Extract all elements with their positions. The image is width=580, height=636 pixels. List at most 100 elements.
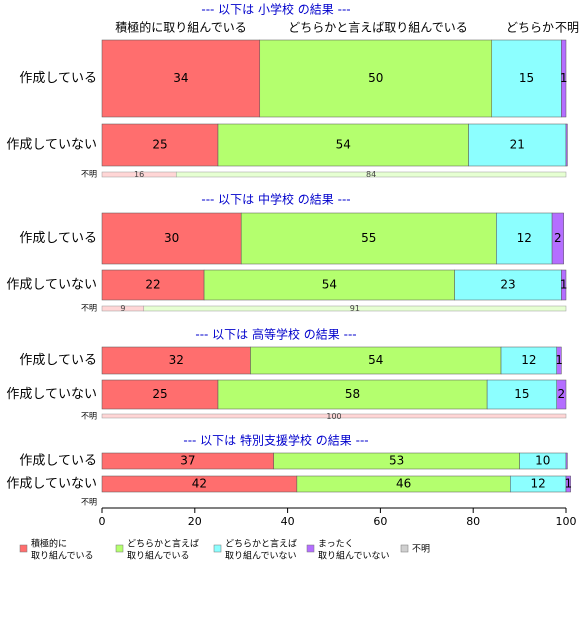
unknown-data-label: 16 — [134, 170, 144, 179]
panel-title: --- 以下は 高等学校 の結果 --- — [195, 327, 356, 342]
legend-label: 取り組んでいる — [31, 550, 94, 562]
data-label: 58 — [345, 387, 360, 401]
bar-segment — [565, 452, 568, 470]
panel-title: --- 以下は 特別支援学校 の結果 --- — [183, 433, 368, 448]
row-label: 作成していない — [6, 138, 97, 153]
bar-segment — [565, 475, 571, 493]
data-label: 2 — [558, 387, 566, 401]
data-label: 22 — [145, 278, 160, 292]
x-tick-label: 100 — [556, 515, 577, 528]
x-tick-label: 60 — [373, 515, 387, 528]
data-label: 25 — [152, 138, 167, 152]
data-label: 1 — [560, 278, 568, 292]
unknown-row-label: 不明 — [81, 412, 97, 421]
legend-swatch — [400, 544, 409, 553]
data-label: 54 — [336, 138, 351, 152]
data-label: 23 — [500, 278, 515, 292]
bar-segment — [468, 123, 567, 167]
data-label: 32 — [169, 353, 184, 367]
data-label: 37 — [180, 454, 195, 468]
data-label: 54 — [368, 353, 383, 367]
data-label: 50 — [368, 71, 383, 85]
legend-label: どちらかと言えば — [127, 538, 199, 550]
column-label: どちらかと言えば取り組んでいる — [288, 21, 467, 35]
column-label: どちらか — [506, 21, 554, 35]
bar-segment — [486, 379, 557, 410]
data-label: 1 — [560, 71, 568, 85]
bar-segment — [101, 123, 219, 167]
legend-label: どちらかと言えば — [225, 538, 297, 550]
unknown-data-label: 91 — [350, 304, 360, 313]
legend-label: 取り組んでいる — [127, 550, 190, 562]
unknown-row-label: 不明 — [81, 170, 97, 179]
data-label: 2 — [554, 231, 562, 245]
unknown-bar-segment — [175, 171, 567, 178]
data-label: 25 — [152, 387, 167, 401]
unknown-data-label: 100 — [326, 412, 341, 421]
legend-swatch — [19, 544, 28, 553]
data-label: 15 — [514, 387, 529, 401]
legend-label: 不明 — [412, 544, 430, 555]
bar-segment — [491, 39, 562, 118]
bar-segment — [561, 39, 567, 118]
data-label: 12 — [531, 477, 546, 491]
column-label: 不明 — [555, 21, 579, 35]
legend-swatch — [213, 544, 222, 553]
panel-title: --- 以下は 小学校 の結果 --- — [201, 2, 350, 17]
bar-segment — [259, 39, 493, 118]
row-label: 作成していない — [6, 387, 97, 402]
row-label: 作成している — [19, 353, 97, 368]
bar-segment — [101, 379, 219, 410]
data-label: 21 — [510, 138, 525, 152]
bar-segment — [250, 346, 502, 375]
data-label: 12 — [521, 353, 536, 367]
row-label: 作成している — [19, 231, 97, 246]
data-label: 53 — [389, 454, 404, 468]
row-label: 作成していない — [6, 278, 97, 293]
bar-segment — [556, 379, 567, 410]
legend-label: 積極的に — [31, 538, 67, 550]
legend-swatch — [306, 544, 315, 553]
data-label: 10 — [535, 454, 550, 468]
bar-segment — [454, 269, 562, 301]
legend-label: まったく — [318, 539, 354, 550]
bar-segment — [561, 269, 567, 301]
bar-segment — [203, 269, 455, 301]
data-label: 30 — [164, 231, 179, 245]
bar-segment — [217, 123, 469, 167]
x-tick-label: 0 — [99, 515, 106, 528]
bar-segment — [101, 39, 261, 118]
bar-segment — [101, 346, 251, 375]
data-label: 12 — [517, 231, 532, 245]
data-label: 15 — [519, 71, 534, 85]
bar-segment — [101, 269, 205, 301]
bar-segment — [101, 212, 242, 265]
x-tick-label: 80 — [466, 515, 480, 528]
data-label: 1 — [555, 353, 563, 367]
column-label: 積極的に取り組んでいる — [115, 20, 246, 35]
unknown-data-label: 9 — [120, 304, 125, 313]
row-label: 作成している — [19, 71, 97, 86]
unknown-row-label: 不明 — [81, 304, 97, 313]
unknown-bar-segment — [101, 413, 567, 419]
unknown-bar-segment — [143, 305, 567, 312]
bar-segment — [500, 346, 557, 375]
data-label: 46 — [396, 477, 411, 491]
row-label: 作成している — [19, 454, 97, 469]
bar-segment — [556, 346, 562, 375]
data-label: 1 — [564, 477, 572, 491]
row-label: 作成していない — [6, 477, 97, 492]
bar-segment — [217, 379, 488, 410]
bar-segment — [551, 212, 564, 265]
unknown-row-label: 不明 — [81, 498, 97, 507]
bar-segment — [496, 212, 553, 265]
data-label: 42 — [192, 477, 207, 491]
unknown-data-label: 84 — [366, 170, 376, 179]
legend-label: 取り組んでいない — [318, 550, 390, 562]
legend-label: 取り組んでいない — [225, 550, 297, 562]
data-label: 55 — [361, 231, 376, 245]
x-tick-label: 20 — [188, 515, 202, 528]
x-tick-label: 40 — [281, 515, 295, 528]
data-label: 54 — [322, 278, 337, 292]
